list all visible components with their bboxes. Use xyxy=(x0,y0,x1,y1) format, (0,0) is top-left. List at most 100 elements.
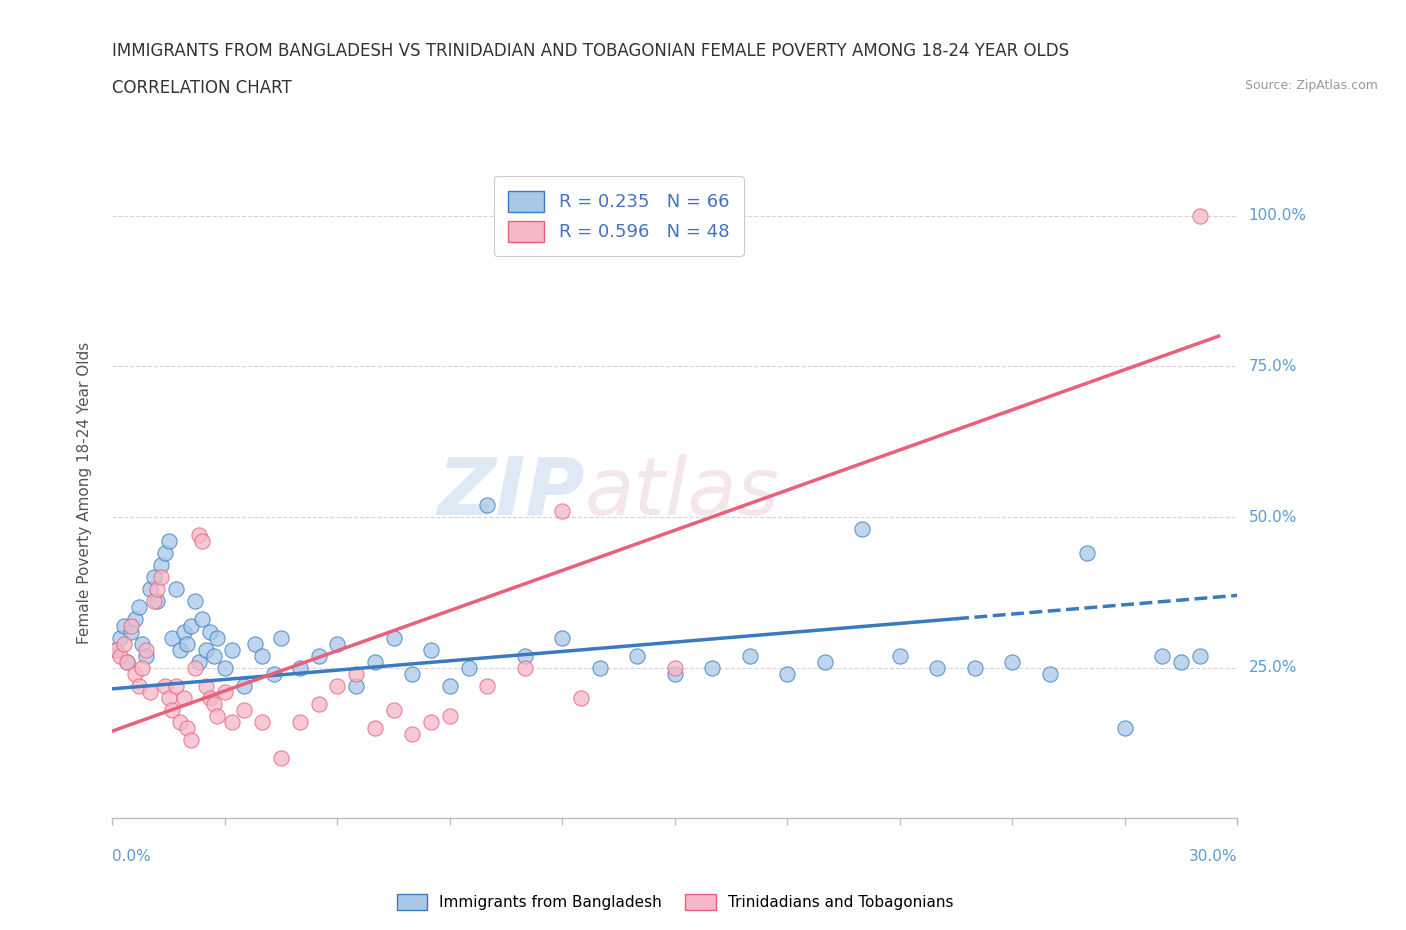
Point xyxy=(1152,648,1174,663)
Point xyxy=(326,636,349,651)
Point xyxy=(738,648,761,663)
Point xyxy=(252,714,274,729)
Legend: R = 0.235   N = 66, R = 0.596   N = 48: R = 0.235 N = 66, R = 0.596 N = 48 xyxy=(494,177,744,256)
Point xyxy=(139,684,162,699)
Point xyxy=(135,643,157,658)
Point xyxy=(169,643,191,658)
Point xyxy=(1039,666,1062,681)
Point xyxy=(1170,654,1192,669)
Point xyxy=(150,558,173,573)
Point xyxy=(1001,654,1024,669)
Point xyxy=(124,666,146,681)
Point xyxy=(150,570,173,585)
Point xyxy=(131,660,153,675)
Point xyxy=(153,678,176,693)
Point xyxy=(1188,208,1211,223)
Text: atlas: atlas xyxy=(585,454,780,532)
Point xyxy=(207,709,229,724)
Point xyxy=(187,654,209,669)
Point xyxy=(814,654,837,669)
Point xyxy=(180,618,202,633)
Point xyxy=(146,582,169,597)
Point xyxy=(112,636,135,651)
Point xyxy=(664,660,686,675)
Point xyxy=(889,648,911,663)
Point xyxy=(221,714,243,729)
Point xyxy=(162,631,184,645)
Point xyxy=(105,643,128,658)
Text: CORRELATION CHART: CORRELATION CHART xyxy=(112,79,292,97)
Point xyxy=(112,618,135,633)
Point xyxy=(551,503,574,518)
Point xyxy=(221,643,243,658)
Point xyxy=(344,666,367,681)
Point xyxy=(270,751,292,765)
Point xyxy=(117,654,139,669)
Point xyxy=(551,631,574,645)
Point xyxy=(105,643,128,658)
Point xyxy=(142,570,165,585)
Point xyxy=(232,678,254,693)
Point xyxy=(195,678,218,693)
Point xyxy=(569,690,592,705)
Point xyxy=(117,654,139,669)
Legend: Immigrants from Bangladesh, Trinidadians and Tobagonians: Immigrants from Bangladesh, Trinidadians… xyxy=(389,886,960,918)
Point xyxy=(776,666,799,681)
Point xyxy=(108,648,131,663)
Point xyxy=(439,678,461,693)
Text: 100.0%: 100.0% xyxy=(1249,208,1306,223)
Point xyxy=(364,654,387,669)
Point xyxy=(477,498,499,512)
Point xyxy=(176,721,198,736)
Point xyxy=(382,702,405,717)
Point xyxy=(191,612,214,627)
Point xyxy=(202,697,225,711)
Point xyxy=(326,678,349,693)
Point xyxy=(401,726,423,741)
Point xyxy=(664,666,686,681)
Point xyxy=(626,648,648,663)
Point xyxy=(270,631,292,645)
Text: 75.0%: 75.0% xyxy=(1249,359,1296,374)
Point xyxy=(364,721,387,736)
Point xyxy=(252,648,274,663)
Point xyxy=(702,660,724,675)
Point xyxy=(1114,721,1136,736)
Text: 50.0%: 50.0% xyxy=(1249,510,1296,525)
Point xyxy=(146,594,169,609)
Point xyxy=(308,648,330,663)
Y-axis label: Female Poverty Among 18-24 Year Olds: Female Poverty Among 18-24 Year Olds xyxy=(77,342,91,644)
Point xyxy=(513,660,536,675)
Point xyxy=(135,648,157,663)
Point xyxy=(232,702,254,717)
Text: 0.0%: 0.0% xyxy=(112,849,152,864)
Point xyxy=(214,660,236,675)
Point xyxy=(176,636,198,651)
Point xyxy=(198,624,221,639)
Point xyxy=(153,546,176,561)
Point xyxy=(420,714,443,729)
Point xyxy=(439,709,461,724)
Point xyxy=(344,678,367,693)
Point xyxy=(187,527,209,542)
Point xyxy=(202,648,225,663)
Point xyxy=(963,660,986,675)
Point xyxy=(927,660,949,675)
Point xyxy=(169,714,191,729)
Point xyxy=(157,534,180,549)
Point xyxy=(263,666,285,681)
Point xyxy=(1188,648,1211,663)
Point xyxy=(420,643,443,658)
Point xyxy=(180,733,202,748)
Text: 25.0%: 25.0% xyxy=(1249,660,1296,675)
Point xyxy=(142,594,165,609)
Point xyxy=(128,678,150,693)
Point xyxy=(214,684,236,699)
Text: IMMIGRANTS FROM BANGLADESH VS TRINIDADIAN AND TOBAGONIAN FEMALE POVERTY AMONG 18: IMMIGRANTS FROM BANGLADESH VS TRINIDADIA… xyxy=(112,42,1070,60)
Point xyxy=(401,666,423,681)
Point xyxy=(198,690,221,705)
Point xyxy=(162,702,184,717)
Point xyxy=(382,631,405,645)
Point xyxy=(195,643,218,658)
Point xyxy=(288,660,311,675)
